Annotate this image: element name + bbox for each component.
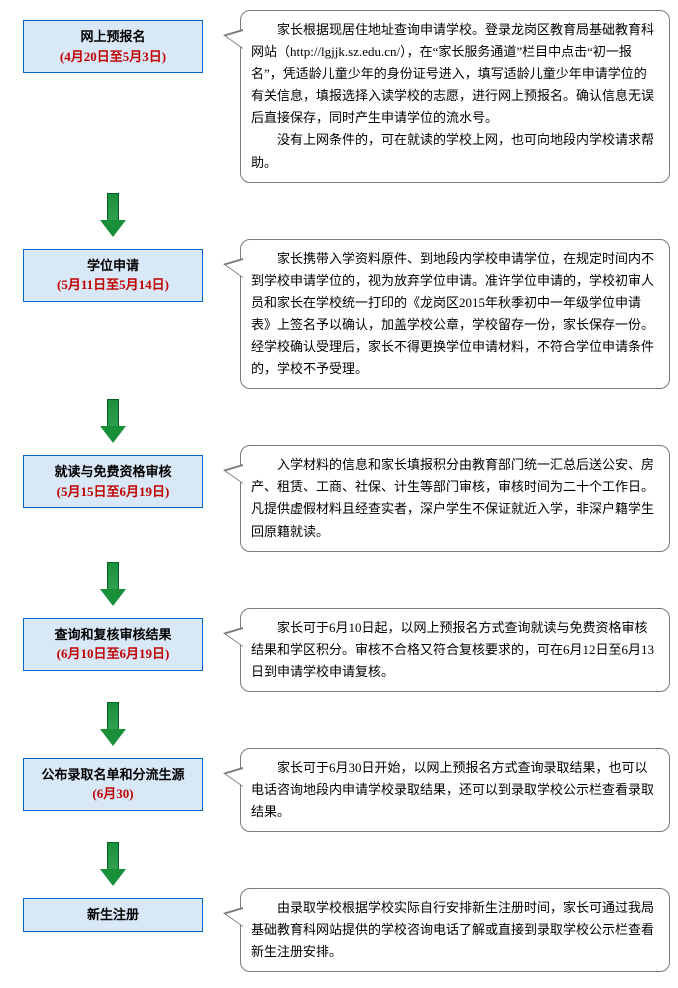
step-left-6: 新生注册: [8, 888, 218, 932]
step-row-6: 新生注册 由录取学校根据学校实际自行安排新生注册时间，家长可通过我局基础教育科网…: [8, 888, 670, 978]
step-date-4: (6月10日至6月19日): [28, 644, 198, 664]
arrow-1: [8, 189, 218, 239]
step-callout-1: 家长根据现居住地址查询申请学校。登录龙岗区教育局基础教育科网站（http://l…: [240, 10, 670, 183]
callout-text: 入学材料的信息和家长填报积分由教育部门统一汇总后送公安、房产、租赁、工商、社保、…: [251, 454, 659, 542]
callout-text: 家长可于6月10日起，以网上预报名方式查询就读与免费资格审核结果和学区积分。审核…: [251, 617, 659, 683]
arrow-2: [8, 395, 218, 445]
step-box-3: 就读与免费资格审核 (5月15日至6月19日): [23, 455, 203, 508]
callout-text: 家长根据现居住地址查询申请学校。登录龙岗区教育局基础教育科网站（http://l…: [251, 19, 659, 129]
step-box-6: 新生注册: [23, 898, 203, 932]
step-title-2: 学位申请: [28, 256, 198, 276]
arrow-3: [8, 558, 218, 608]
step-left-2: 学位申请 (5月11日至5月14日): [8, 239, 218, 302]
callout-tail-icon: [223, 258, 243, 278]
step-callout-6: 由录取学校根据学校实际自行安排新生注册时间，家长可通过我局基础教育科网站提供的学…: [240, 888, 670, 972]
step-row-2: 学位申请 (5月11日至5月14日) 家长携带入学资料原件、到地段内学校申请学位…: [8, 239, 670, 396]
step-box-4: 查询和复核审核结果 (6月10日至6月19日): [23, 618, 203, 671]
callout-tail-icon: [223, 29, 243, 49]
step-box-1: 网上预报名 (4月20日至5月3日): [23, 20, 203, 73]
step-title-4: 查询和复核审核结果: [28, 625, 198, 645]
step-callout-4: 家长可于6月10日起，以网上预报名方式查询就读与免费资格审核结果和学区积分。审核…: [240, 608, 670, 692]
step-left-4: 查询和复核审核结果 (6月10日至6月19日): [8, 608, 218, 671]
step-left-3: 就读与免费资格审核 (5月15日至6月19日): [8, 445, 218, 508]
step-row-4: 查询和复核审核结果 (6月10日至6月19日) 家长可于6月10日起，以网上预报…: [8, 608, 670, 698]
step-callout-5: 家长可于6月30日开始，以网上预报名方式查询录取结果，也可以电话咨询地段内申请学…: [240, 748, 670, 832]
callout-tail-icon: [223, 464, 243, 484]
step-date-1: (4月20日至5月3日): [28, 47, 198, 67]
step-title-6: 新生注册: [28, 905, 198, 925]
callout-text: 由录取学校根据学校实际自行安排新生注册时间，家长可通过我局基础教育科网站提供的学…: [251, 897, 659, 963]
step-row-3: 就读与免费资格审核 (5月15日至6月19日) 入学材料的信息和家长填报积分由教…: [8, 445, 670, 557]
step-date-2: (5月11日至5月14日): [28, 275, 198, 295]
step-box-5: 公布录取名单和分流生源 (6月30): [23, 758, 203, 811]
callout-tail-icon: [223, 767, 243, 787]
step-date-3: (5月15日至6月19日): [28, 482, 198, 502]
callout-text: 家长可于6月30日开始，以网上预报名方式查询录取结果，也可以电话咨询地段内申请学…: [251, 757, 659, 823]
step-title-1: 网上预报名: [28, 27, 198, 47]
step-title-3: 就读与免费资格审核: [28, 462, 198, 482]
step-callout-3: 入学材料的信息和家长填报积分由教育部门统一汇总后送公安、房产、租赁、工商、社保、…: [240, 445, 670, 551]
step-left-1: 网上预报名 (4月20日至5月3日): [8, 10, 218, 73]
arrow-4: [8, 698, 218, 748]
step-callout-2: 家长携带入学资料原件、到地段内学校申请学位，在规定时间内不到学校申请学位的，视为…: [240, 239, 670, 390]
callout-tail-icon: [223, 627, 243, 647]
arrow-5: [8, 838, 218, 888]
step-box-2: 学位申请 (5月11日至5月14日): [23, 249, 203, 302]
step-date-5: (6月30): [28, 784, 198, 804]
step-row-5: 公布录取名单和分流生源 (6月30) 家长可于6月30日开始，以网上预报名方式查…: [8, 748, 670, 838]
callout-tail-icon: [223, 907, 243, 927]
step-left-5: 公布录取名单和分流生源 (6月30): [8, 748, 218, 811]
step-row-1: 网上预报名 (4月20日至5月3日) 家长根据现居住地址查询申请学校。登录龙岗区…: [8, 10, 670, 189]
callout-text: 家长携带入学资料原件、到地段内学校申请学位，在规定时间内不到学校申请学位的，视为…: [251, 248, 659, 381]
callout-text: 没有上网条件的，可在就读的学校上网，也可向地段内学校请求帮助。: [251, 129, 659, 173]
step-title-5: 公布录取名单和分流生源: [28, 765, 198, 785]
